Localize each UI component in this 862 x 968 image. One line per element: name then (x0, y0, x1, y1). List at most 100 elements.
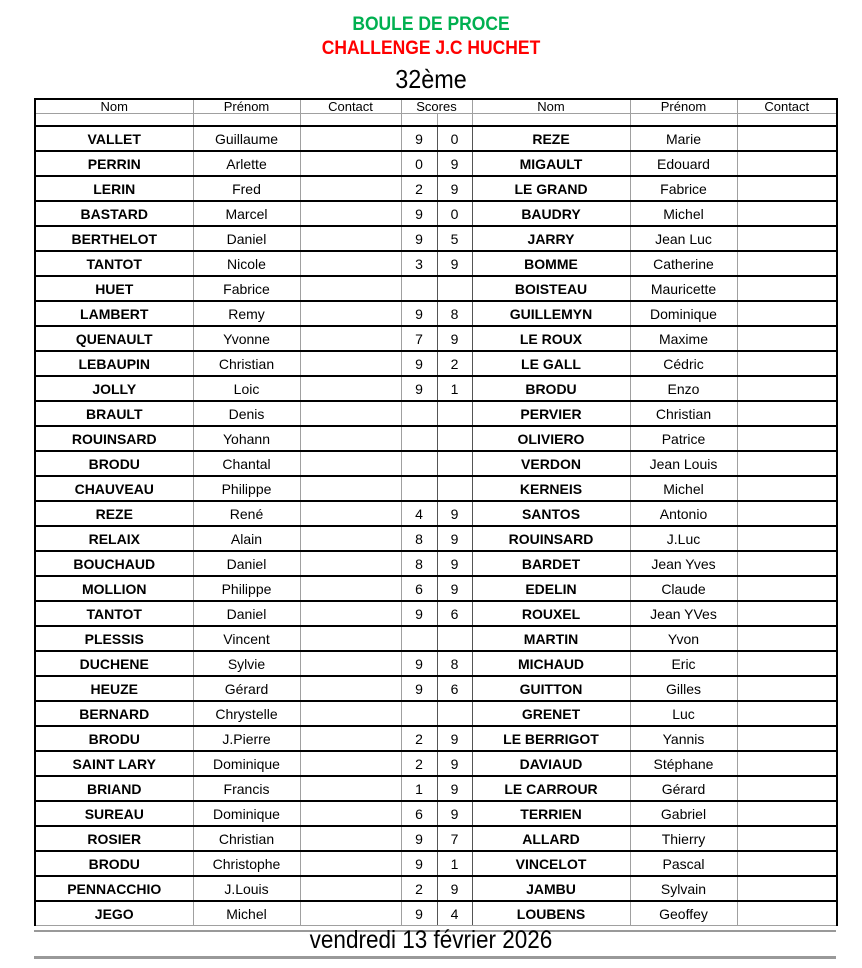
match-row: QUENAULT Yvonne 7 9 LE ROUX Maxime (34, 325, 838, 352)
player-left-contact (299, 300, 402, 327)
player-right-prenom: Yannis (629, 725, 738, 752)
player-left-contact (299, 750, 402, 777)
match-row: BASTARD Marcel 9 0 BAUDRY Michel (34, 200, 838, 227)
player-right-prenom: Fabrice (629, 175, 738, 202)
player-right-contact (736, 800, 838, 827)
player-right-nom: OLIVIERO (471, 425, 631, 452)
player-right-prenom: Enzo (629, 375, 738, 402)
score-left: 9 (400, 850, 438, 877)
score-right: 2 (436, 350, 473, 377)
edition-label: 32ème (395, 64, 467, 94)
header-prenom-right: Prénom (629, 98, 738, 114)
match-row: BOUCHAUD Daniel 8 9 BARDET Jean Yves (34, 550, 838, 577)
player-left-nom: LEBAUPIN (34, 350, 194, 377)
player-left-nom: DUCHENE (34, 650, 194, 677)
player-right-nom: BAUDRY (471, 200, 631, 227)
score-right: 4 (436, 900, 473, 926)
player-left-prenom: Daniel (192, 550, 301, 577)
player-right-contact (736, 525, 838, 552)
player-right-prenom: Patrice (629, 425, 738, 452)
player-right-contact (736, 725, 838, 752)
score-left: 8 (400, 525, 438, 552)
score-left: 2 (400, 875, 438, 902)
match-row: HEUZE Gérard 9 6 GUITTON Gilles (34, 675, 838, 702)
player-left-nom: BRIAND (34, 775, 194, 802)
player-left-prenom: Philippe (192, 575, 301, 602)
player-right-nom: LOUBENS (471, 900, 631, 926)
player-left-contact (299, 650, 402, 677)
player-right-contact (736, 550, 838, 577)
score-left (400, 450, 438, 477)
player-left-contact (299, 625, 402, 652)
player-right-prenom: Jean Luc (629, 225, 738, 252)
score-left: 9 (400, 375, 438, 402)
player-left-nom: SUREAU (34, 800, 194, 827)
score-right: 0 (436, 125, 473, 152)
player-right-prenom: Dominique (629, 300, 738, 327)
player-right-nom: VINCELOT (471, 850, 631, 877)
match-row: MOLLION Philippe 6 9 EDELIN Claude (34, 575, 838, 602)
score-right: 9 (436, 150, 473, 177)
player-left-prenom: Fred (192, 175, 301, 202)
player-left-contact (299, 600, 402, 627)
player-left-prenom: Nicole (192, 250, 301, 277)
match-row: LEBAUPIN Christian 9 2 LE GALL Cédric (34, 350, 838, 377)
player-right-nom: JARRY (471, 225, 631, 252)
player-left-contact (299, 250, 402, 277)
player-left-contact (299, 500, 402, 527)
player-left-contact (299, 825, 402, 852)
player-right-contact (736, 750, 838, 777)
score-left (400, 275, 438, 302)
player-left-contact (299, 775, 402, 802)
player-right-prenom: Mauricette (629, 275, 738, 302)
player-right-prenom: Luc (629, 700, 738, 727)
player-left-contact (299, 575, 402, 602)
player-right-prenom: Gérard (629, 775, 738, 802)
score-right: 9 (436, 725, 473, 752)
player-left-prenom: Francis (192, 775, 301, 802)
player-left-contact (299, 875, 402, 902)
score-right: 5 (436, 225, 473, 252)
player-right-prenom: Stéphane (629, 750, 738, 777)
score-left: 9 (400, 300, 438, 327)
player-right-contact (736, 175, 838, 202)
player-left-nom: BASTARD (34, 200, 194, 227)
header-scores: Scores (400, 98, 473, 114)
score-left: 8 (400, 550, 438, 577)
player-left-prenom: Denis (192, 400, 301, 427)
player-right-nom: REZE (471, 125, 631, 152)
score-left (400, 400, 438, 427)
header-contact-left: Contact (299, 98, 402, 114)
player-right-prenom: Yvon (629, 625, 738, 652)
player-left-nom: REZE (34, 500, 194, 527)
score-right: 9 (436, 875, 473, 902)
player-left-contact (299, 900, 402, 926)
player-left-contact (299, 700, 402, 727)
score-left: 9 (400, 600, 438, 627)
score-left: 2 (400, 750, 438, 777)
player-right-contact (736, 825, 838, 852)
score-right (436, 450, 473, 477)
player-left-contact (299, 850, 402, 877)
player-left-nom: HEUZE (34, 675, 194, 702)
player-left-nom: BRODU (34, 450, 194, 477)
player-left-nom: PERRIN (34, 150, 194, 177)
player-right-contact (736, 675, 838, 702)
player-left-contact (299, 225, 402, 252)
player-right-contact (736, 875, 838, 902)
score-right: 9 (436, 525, 473, 552)
header-spacer-row (34, 113, 838, 127)
player-right-prenom: Michel (629, 475, 738, 502)
player-left-nom: ROUINSARD (34, 425, 194, 452)
player-left-prenom: Arlette (192, 150, 301, 177)
player-right-prenom: Cédric (629, 350, 738, 377)
player-left-prenom: Guillaume (192, 125, 301, 152)
score-right: 9 (436, 750, 473, 777)
score-left (400, 425, 438, 452)
player-left-contact (299, 725, 402, 752)
player-right-prenom: Jean Yves (629, 550, 738, 577)
player-right-contact (736, 650, 838, 677)
player-left-prenom: Christian (192, 350, 301, 377)
score-left: 0 (400, 150, 438, 177)
results-table: Nom Prénom Contact Scores Nom Prénom Con… (34, 98, 838, 926)
